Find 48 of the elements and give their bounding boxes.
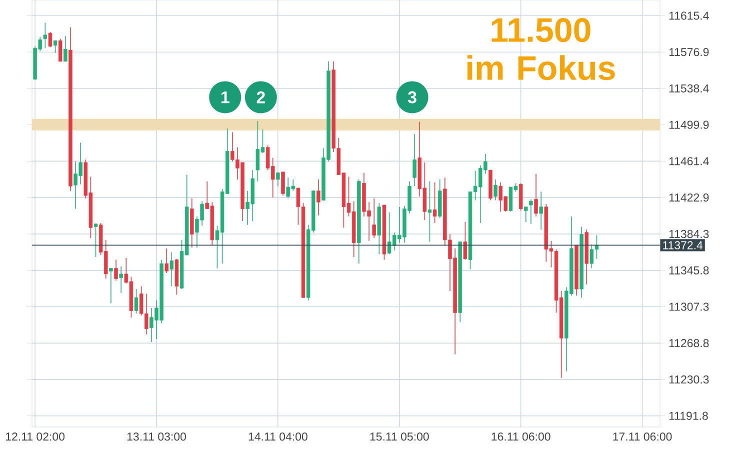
y-tick-label: 11384.3 xyxy=(669,230,709,238)
candlestick xyxy=(412,134,416,186)
candlestick xyxy=(48,32,52,48)
candlestick xyxy=(114,259,118,281)
candlestick xyxy=(43,22,48,49)
candlestick xyxy=(494,179,498,201)
y-tick-label: 11615.4 xyxy=(669,12,709,20)
candlestick xyxy=(94,223,98,258)
y-tick-label: 11538.4 xyxy=(669,84,709,92)
candlestick xyxy=(281,172,285,196)
candlestick xyxy=(428,180,432,242)
x-tick-label: 12.11 02:00 xyxy=(6,432,65,441)
candlestick xyxy=(432,182,437,224)
candlestick xyxy=(53,40,58,54)
text: 11.500 im Fokus xyxy=(467,18,615,80)
x-tick-label: 17.11 06:00 xyxy=(613,432,672,441)
candlestick xyxy=(134,288,138,314)
candlestick xyxy=(276,172,280,186)
y-tick-label: 11191.8 xyxy=(669,412,708,420)
candlestick xyxy=(58,38,62,62)
annotation: 1 xyxy=(221,91,230,104)
candlestick xyxy=(539,191,543,230)
x-tick-label: 13.11 03:00 xyxy=(127,432,186,441)
candlestick xyxy=(170,252,174,287)
ref-line-label: 11372.4 xyxy=(663,241,703,250)
y-tick-label: 11268.8 xyxy=(669,339,709,348)
candlestick xyxy=(119,266,123,294)
x-tick-label: 16.11 06:00 xyxy=(492,432,550,441)
y-tick-label: 11576.9 xyxy=(669,48,709,56)
y-tick-label: 11499.9 xyxy=(669,120,709,129)
x-tick-label: 15.11 05:00 xyxy=(370,432,429,441)
y-tick-label: 11461.4 xyxy=(669,157,709,166)
candlestick xyxy=(524,206,528,222)
candlestick xyxy=(463,222,468,260)
candlestick xyxy=(534,173,538,217)
x-tick-label: 14.11 04:00 xyxy=(248,432,308,441)
candlestick xyxy=(64,35,68,62)
y-tick-label: 11230.3 xyxy=(669,375,709,384)
candlestick xyxy=(164,248,168,274)
y-tick-label: 11307.3 xyxy=(669,302,709,311)
annotation: 3 xyxy=(408,91,416,104)
candlestick xyxy=(529,198,533,224)
candlestick xyxy=(372,198,376,238)
candlestick xyxy=(316,179,320,216)
y-tick-label: 11345.8 xyxy=(669,266,709,274)
candlestick xyxy=(109,268,113,304)
annotation: 2 xyxy=(256,91,265,104)
y-tick-label: 11422.9 xyxy=(669,193,709,202)
